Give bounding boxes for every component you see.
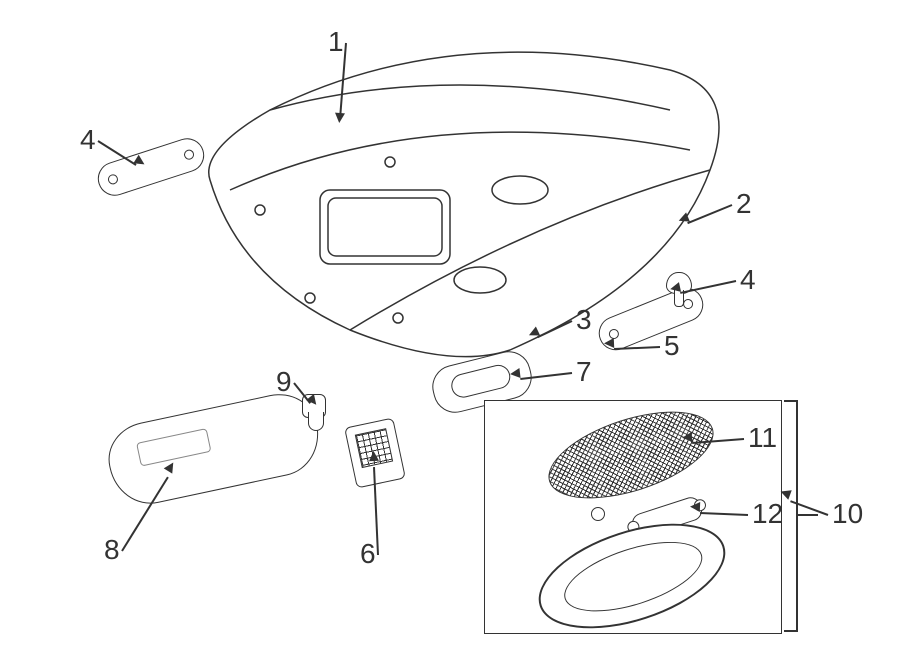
arrow-12-reading-lamp-bulb bbox=[690, 502, 700, 512]
arrow-7-dome-lamp-front bbox=[509, 368, 520, 379]
callout-4-grab-handle-right: 4 bbox=[740, 266, 756, 294]
reading-lamp-lens bbox=[538, 394, 724, 516]
reading-lamp-screw bbox=[591, 507, 605, 521]
arrow-4-grab-handle-right bbox=[669, 282, 681, 294]
bracket-10-bot bbox=[784, 630, 796, 632]
arrow-6-garage-transmitter bbox=[369, 451, 379, 461]
callout-5-grip-plug-rear: 5 bbox=[664, 332, 680, 360]
callout-6-garage-transmitter: 6 bbox=[360, 540, 376, 568]
bracket-10-mid bbox=[796, 514, 818, 516]
callout-11-reading-lamp-lens: 11 bbox=[748, 424, 777, 452]
bracket-10 bbox=[796, 400, 798, 632]
callout-7-dome-lamp-front: 7 bbox=[576, 358, 592, 386]
parts-diagram: 1234456789101112 bbox=[0, 0, 900, 661]
sun-visor bbox=[102, 387, 326, 511]
callout-1-headliner: 1 bbox=[328, 28, 344, 56]
reading-lamp-inset bbox=[484, 400, 782, 634]
callout-3-grip-plug-front: 3 bbox=[576, 306, 592, 334]
callout-8-sun-visor: 8 bbox=[104, 536, 120, 564]
arrow-1-headliner bbox=[334, 113, 345, 124]
arrow-5-grip-plug-rear bbox=[604, 338, 614, 348]
callout-2-coat-hook-right: 2 bbox=[736, 190, 752, 218]
bracket-10-top bbox=[784, 400, 796, 402]
arrow-11-reading-lamp-lens bbox=[682, 432, 693, 443]
callout-9-sun-visor-clip: 9 bbox=[276, 368, 292, 396]
callout-4-grab-handle-left: 4 bbox=[80, 126, 96, 154]
callout-12-reading-lamp-bulb: 12 bbox=[752, 500, 783, 528]
callout-10-reading-lamp-assy: 10 bbox=[832, 500, 863, 528]
